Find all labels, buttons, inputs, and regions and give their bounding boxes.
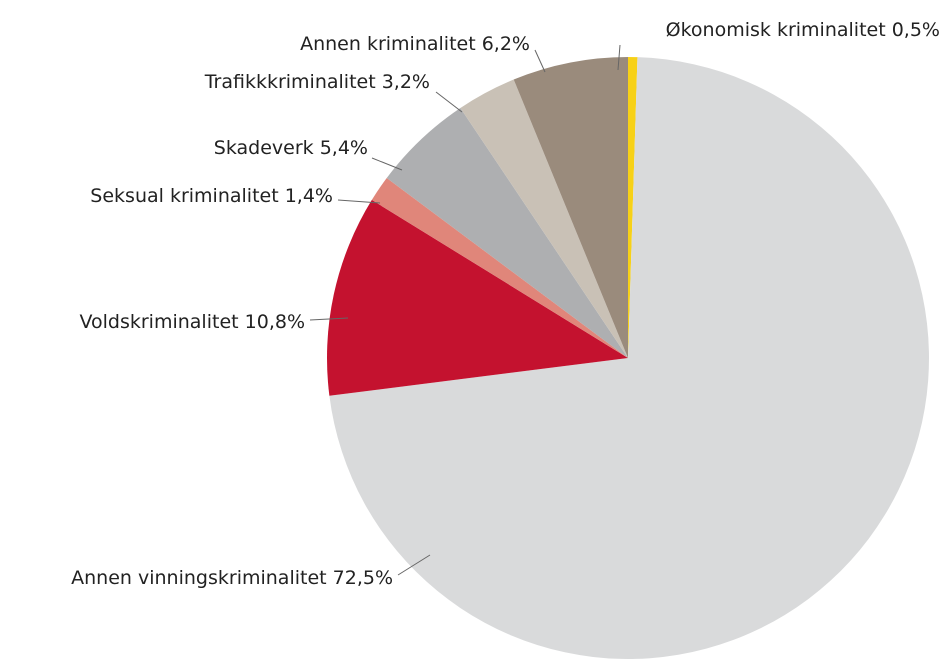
slice-name: Seksual kriminalitet (90, 185, 278, 207)
pie-slice (371, 178, 628, 358)
pie-slice (326, 199, 628, 396)
slice-value: 1,4% (285, 185, 333, 207)
pie-slice (460, 79, 628, 358)
leader-line (309, 317, 349, 321)
slice-name: Økonomisk kriminalitet (666, 19, 886, 41)
slice-label: Seksual kriminalitet 1,4% (90, 185, 333, 207)
pie-slice (386, 107, 628, 358)
slice-name: Annen vinningskriminalitet (71, 567, 326, 589)
leader-line (435, 91, 463, 113)
slice-value: 72,5% (333, 567, 393, 589)
slice-value: 3,2% (382, 71, 430, 93)
pie-slice (329, 57, 929, 659)
leader-line (617, 44, 621, 71)
slice-label: Annen kriminalitet 6,2% (300, 33, 530, 55)
slice-value: 10,8% (245, 311, 305, 333)
pie-slice (628, 57, 638, 358)
slice-name: Trafikkkriminalitet (204, 71, 376, 93)
slice-value: 5,4% (320, 137, 368, 159)
slice-label: Økonomisk kriminalitet 0,5% (666, 19, 940, 41)
leader-line (371, 157, 403, 171)
leader-line (534, 49, 546, 73)
leader-line (337, 199, 381, 204)
slice-label: Skadeverk 5,4% (214, 137, 368, 159)
slice-name: Skadeverk (214, 137, 314, 159)
slice-value: 0,5% (892, 19, 940, 41)
slice-label: Voldskriminalitet 10,8% (79, 311, 305, 333)
slice-name: Annen kriminalitet (300, 33, 476, 55)
leader-line (397, 554, 431, 576)
pie-slice (513, 57, 628, 358)
slice-label: Annen vinningskriminalitet 72,5% (71, 567, 393, 589)
slice-label: Trafikkkriminalitet 3,2% (204, 71, 430, 93)
slice-name: Voldskriminalitet (79, 311, 238, 333)
slice-value: 6,2% (482, 33, 530, 55)
